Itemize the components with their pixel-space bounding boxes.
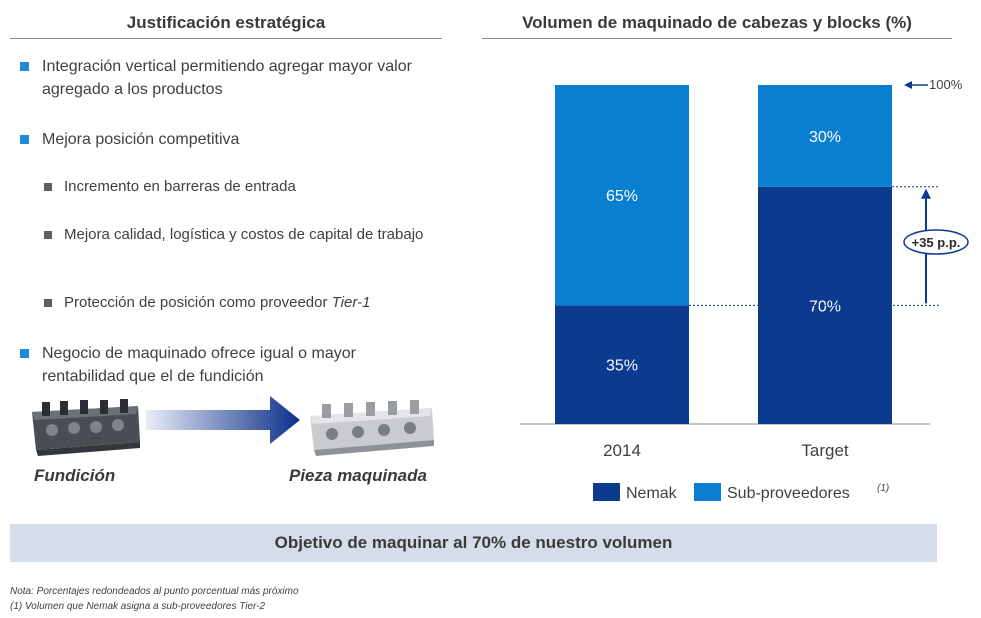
data-label-subproveedores-2014: 65%: [606, 188, 638, 205]
x-tick-label-target: Target: [801, 441, 849, 460]
sub-bullet-quality-logistics: Mejora calidad, logística y costos de ca…: [44, 224, 438, 246]
sub-bullet-tier1-position: Protección de posición como proveedor Ti…: [44, 292, 438, 314]
legend-swatch-nemak: [593, 483, 620, 501]
bullet-square-icon: [20, 349, 29, 358]
top-marker-arrow-head: [904, 81, 912, 89]
bullet-machining-profitability: Negocio de maquinado ofrece igual o mayo…: [20, 342, 440, 388]
tier1-emphasis: Tier-1: [331, 294, 371, 311]
sub-bullet-entry-barriers: Incremento en barreras de entrada: [44, 176, 438, 198]
chart-title: Volumen de maquinado de cabezas y blocks…: [482, 8, 952, 39]
casting-part-image: [32, 399, 140, 456]
delta-label: +35 p.p.: [912, 235, 961, 250]
bullet-competitive-position: Mejora posición competitiva: [20, 128, 440, 151]
sub-bullet-text: Incremento en barreras de entrada: [64, 178, 296, 195]
bullet-square-icon: [20, 62, 29, 71]
bullet-vertical-integration: Integración vertical permitiendo agregar…: [20, 55, 440, 101]
casting-label: Fundición: [34, 466, 116, 485]
footnote-rounding: Nota: Porcentajes redondeados al punto p…: [10, 586, 299, 597]
bar-subproveedores-target: [758, 85, 892, 187]
legend-swatch-subproveedores: [694, 483, 721, 501]
sub-bullet-text: Mejora calidad, logística y costos de ca…: [64, 226, 424, 243]
top-marker-label: 100%: [929, 77, 963, 92]
bullet-text: Negocio de maquinado ofrece igual o mayo…: [42, 345, 356, 385]
process-arrow: [146, 396, 300, 444]
machined-part-label: Pieza maquinada: [289, 466, 427, 485]
sub-bullet-text-main: Protección de posición como proveedor: [64, 294, 332, 311]
data-label-subproveedores-target: 30%: [809, 129, 841, 146]
bullet-square-icon: [20, 135, 29, 144]
machined-part-image: [310, 400, 434, 456]
legend-label-nemak: Nemak: [626, 485, 678, 502]
left-section-title: Justificación estratégica: [10, 8, 442, 39]
bullet-text: Integración vertical permitiendo agregar…: [42, 58, 412, 98]
bullet-text: Mejora posición competitiva: [42, 131, 240, 148]
bar-nemak-2014: [555, 305, 689, 424]
increase-arrow-head: [921, 188, 931, 199]
x-tick-label-2014: 2014: [603, 441, 641, 460]
sub-bullet-square-icon: [44, 299, 52, 307]
objective-banner: Objetivo de maquinar al 70% de nuestro v…: [10, 524, 937, 562]
bar-subproveedores-2014: [555, 85, 689, 306]
footnote-tier2: (1) Volumen que Nemak asigna a sub-prove…: [10, 601, 266, 612]
legend-footnote-marker: (1): [877, 483, 889, 494]
delta-label-oval: [903, 229, 969, 255]
sub-bullet-square-icon: [44, 231, 52, 239]
sub-bullet-square-icon: [44, 183, 52, 191]
legend-label-subproveedores: Sub-proveedores: [727, 485, 850, 502]
sub-bullet-text: Protección de posición como proveedor Ti…: [44, 292, 438, 314]
data-label-nemak-target: 70%: [809, 298, 841, 315]
data-label-nemak-2014: 35%: [606, 358, 638, 375]
